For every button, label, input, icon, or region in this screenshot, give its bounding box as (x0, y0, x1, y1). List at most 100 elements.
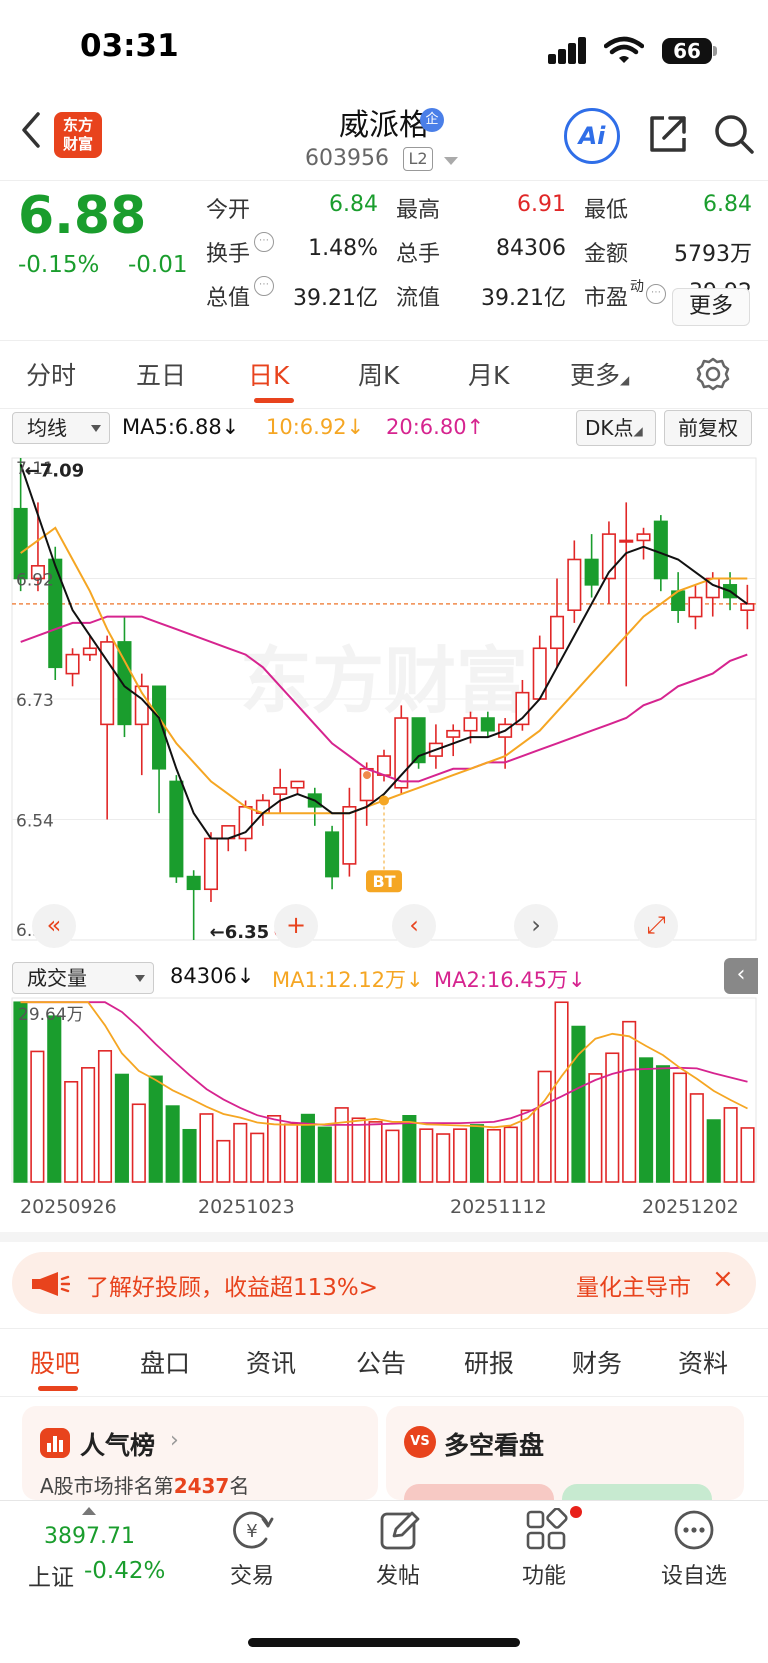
divider (0, 1396, 768, 1397)
divider (0, 1328, 768, 1329)
next-candle-button[interactable]: › (514, 904, 558, 948)
promo-banner[interactable] (12, 1252, 756, 1314)
tab-intraday[interactable]: 分时 (26, 361, 77, 390)
quote-label: 最高 (396, 198, 441, 223)
ai-assistant-button[interactable]: Ai (564, 108, 620, 164)
volume-bar (250, 1132, 265, 1183)
tab-more-periods[interactable]: 更多◢ (570, 361, 630, 390)
popularity-card[interactable]: 人气榜 › A股市场排名第2437名 (22, 1406, 378, 1500)
tab-monthly-k[interactable]: 月K (468, 361, 510, 390)
candle-body (480, 717, 495, 732)
caret-up-icon[interactable] (82, 1507, 96, 1515)
battery-icon: 66 (662, 38, 712, 64)
more-quote-button[interactable]: 更多 (672, 288, 750, 326)
tab-profile[interactable]: 资料 (678, 1349, 729, 1378)
dk-point-select[interactable]: DK点◢ (576, 410, 656, 446)
info-icon[interactable]: 动 ⋯ (630, 276, 666, 305)
index-name[interactable]: 上证 (28, 1565, 74, 1591)
quote-value: 1.48% (308, 236, 378, 261)
tab-guba[interactable]: 股吧 (30, 1349, 81, 1378)
banner-marquee: 量化主导市 (566, 1262, 700, 1306)
quote-label[interactable]: 市盈 (584, 286, 629, 311)
info-icon[interactable]: ⋯ (252, 276, 274, 297)
signal-dot (363, 771, 371, 780)
tab-news[interactable]: 资讯 (246, 1349, 297, 1378)
index-change[interactable]: -0.42% (84, 1558, 166, 1584)
quote-label[interactable]: 总值 (206, 286, 251, 311)
caret-down-icon[interactable] (444, 157, 458, 165)
bottom-item-customize[interactable]: 设自选 (660, 1564, 727, 1589)
volume-bar (334, 1107, 349, 1183)
compose-icon[interactable] (378, 1508, 422, 1552)
quote-value: 39.21亿 (481, 286, 566, 311)
prev-candle-button[interactable]: ‹ (392, 904, 436, 948)
quote-label: 金额 (584, 242, 629, 267)
more-options-icon[interactable] (672, 1508, 716, 1552)
rewind-button[interactable]: « (32, 904, 76, 948)
active-tab-indicator (38, 1386, 78, 1391)
bullish-pill[interactable] (404, 1484, 554, 1500)
active-tab-indicator (254, 398, 294, 403)
ma5-line (19, 463, 748, 840)
ma5-value: MA5:6.88↓ (122, 415, 240, 439)
candle-body (411, 717, 426, 764)
bt-signal-label: BT (372, 872, 395, 891)
last-price: 6.88 (18, 186, 147, 246)
back-arrow-icon[interactable] (18, 110, 44, 150)
volume-indicator-select[interactable]: 成交量 (12, 962, 154, 994)
volume-bar (30, 1050, 45, 1183)
close-banner-button[interactable]: × (712, 1264, 734, 1294)
adjust-mode-button[interactable]: 前复权 (664, 410, 752, 446)
bottom-item-functions[interactable]: 功能 (521, 1564, 566, 1589)
bottom-item-post[interactable]: 发帖 (375, 1564, 420, 1589)
bearish-pill[interactable] (562, 1484, 712, 1500)
indicator-select[interactable]: 均线 (12, 412, 110, 444)
volume-bar (571, 1025, 586, 1183)
quote-value: 5793万 (674, 242, 752, 267)
info-icon[interactable]: ⋯ (252, 232, 274, 253)
volume-bar (537, 1070, 552, 1183)
quote-label[interactable]: 换手 (206, 242, 251, 267)
banner-text-secondary[interactable]: 量化主导市 (576, 1275, 691, 1301)
quote-label: 流值 (396, 286, 441, 311)
volume-chart[interactable]: 29.64万 (0, 996, 768, 1186)
volume-bar (520, 1109, 535, 1183)
volume-bar (199, 1113, 214, 1183)
candle-body (82, 647, 97, 656)
quote-value: 6.84 (329, 192, 378, 217)
tab-finance[interactable]: 财务 (572, 1349, 623, 1378)
candle-body (48, 558, 63, 669)
volume-bar (689, 1093, 704, 1183)
share-icon[interactable] (646, 112, 690, 156)
sentiment-card[interactable]: VS 多空看盘 (386, 1406, 744, 1500)
functions-icon[interactable] (524, 1508, 568, 1552)
tab-announcements[interactable]: 公告 (356, 1349, 407, 1378)
bottom-item-trade[interactable]: 交易 (229, 1564, 274, 1589)
eastmoney-logo: 东方 财富 (54, 112, 102, 158)
tab-five-day[interactable]: 五日 (136, 361, 187, 390)
volume-ma1-line (20, 1001, 748, 1129)
add-drawing-button[interactable]: + (274, 904, 318, 948)
expand-chart-button[interactable]: ⤢ (634, 904, 678, 948)
volume-bar (402, 1115, 417, 1183)
cellular-signal-icon (548, 37, 586, 64)
search-icon[interactable] (712, 112, 756, 156)
banner-text[interactable]: 了解好投顾，收益超113%> (86, 1275, 379, 1301)
tab-daily-k[interactable]: 日K (248, 361, 290, 390)
index-value[interactable]: 3897.71 (44, 1524, 135, 1549)
tab-pankou[interactable]: 盘口 (140, 1349, 191, 1378)
candle-body (65, 653, 80, 675)
volume-ma2-line (20, 1001, 748, 1126)
volume-bar (13, 1001, 28, 1183)
volume-bar (486, 1128, 501, 1183)
level2-badge[interactable]: L2 (403, 147, 433, 171)
change-amount: -0.01 (128, 252, 188, 278)
volume-bar (64, 1080, 79, 1183)
chart-settings-icon[interactable] (696, 357, 730, 391)
collapse-panel-button[interactable]: ‹ (724, 958, 758, 994)
trade-icon[interactable]: ¥ (230, 1508, 274, 1552)
tab-weekly-k[interactable]: 周K (358, 361, 400, 390)
volume-bar (216, 1139, 231, 1183)
tab-research[interactable]: 研报 (464, 1349, 515, 1378)
